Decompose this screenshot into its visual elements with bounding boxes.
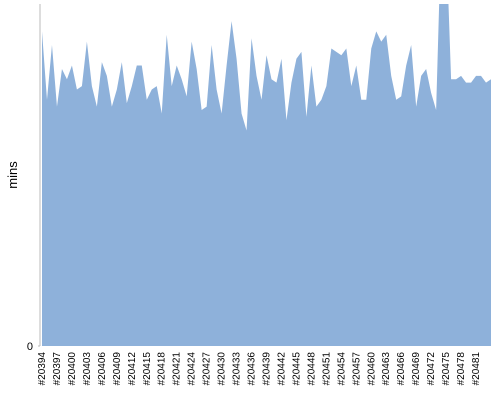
x-tick-label: #20469 (411, 352, 422, 386)
x-tick-label: #20436 (247, 352, 258, 386)
area (42, 4, 491, 346)
x-tick-label: #20418 (157, 352, 168, 386)
x-tick-label: #20481 (471, 352, 482, 386)
x-tick-label: #20448 (306, 352, 317, 386)
x-tick-label: #20400 (67, 352, 78, 386)
x-tick-label: #20406 (97, 352, 108, 386)
x-tick-label: #20442 (276, 352, 287, 386)
x-tick-label: #20445 (291, 352, 302, 386)
x-tick-label: #20478 (456, 352, 467, 386)
y-tick-label: 0 (27, 341, 33, 353)
x-tick-label: #20454 (336, 352, 347, 386)
x-tick-label: #20421 (172, 352, 183, 386)
x-tick-label: #20451 (321, 352, 332, 386)
x-tick-label: #20403 (82, 352, 93, 386)
x-tick-label: #20466 (396, 352, 407, 386)
y-axis-label: mins (5, 161, 20, 189)
x-tick-label: #20397 (52, 352, 63, 386)
x-tick-label: #20457 (351, 352, 362, 386)
x-tick-label: #20460 (366, 352, 377, 386)
x-tick-label: #20394 (37, 352, 48, 386)
x-tick-label: #20472 (426, 352, 437, 386)
x-tick-label: #20412 (127, 352, 138, 386)
x-tick-label: #20433 (232, 352, 243, 386)
x-tick-label: #20430 (217, 352, 228, 386)
x-tick-label: #20409 (112, 352, 123, 386)
x-tick-label: #20424 (187, 352, 198, 386)
x-tick-label: #20415 (142, 352, 153, 386)
x-tick-label: #20439 (262, 352, 273, 386)
x-tick-label: #20427 (202, 352, 213, 386)
x-tick-label: #20475 (441, 352, 452, 386)
x-tick-label: #20463 (381, 352, 392, 386)
